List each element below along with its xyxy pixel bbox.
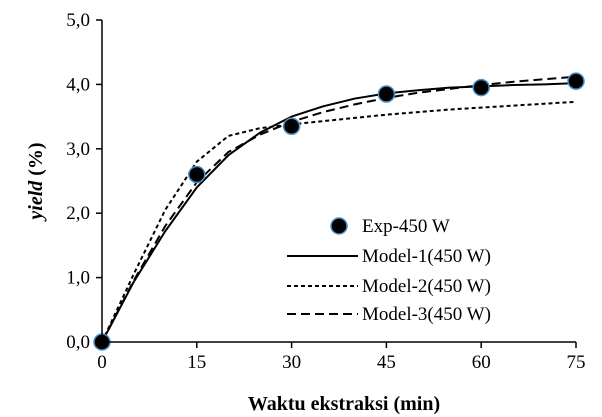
data-point bbox=[282, 117, 301, 136]
plot-markers bbox=[93, 72, 585, 351]
legend-label-4: Model-3(450 W) bbox=[362, 304, 491, 325]
data-point bbox=[188, 165, 206, 184]
series-line-4 bbox=[101, 75, 577, 343]
legend-label-3: Model-2(450 W) bbox=[362, 276, 491, 297]
y-tick-label: 2,0 bbox=[66, 203, 90, 224]
y-tick-label: 5,0 bbox=[66, 10, 90, 31]
y-tick-label: 1,0 bbox=[66, 268, 90, 289]
y-axis-title: yield (%) bbox=[25, 142, 47, 221]
x-tick-label: 0 bbox=[97, 352, 107, 373]
y-tick-label: 0,0 bbox=[66, 332, 90, 353]
axes bbox=[101, 20, 576, 343]
legend-marker-exp bbox=[330, 217, 348, 235]
plot-lines bbox=[101, 75, 577, 343]
x-tick-label: 30 bbox=[282, 352, 301, 373]
y-axis-title-italic: yield bbox=[25, 180, 47, 222]
x-tick-label: 60 bbox=[472, 352, 491, 373]
data-point bbox=[472, 78, 490, 97]
data-point bbox=[567, 72, 585, 90]
legend-label-1: Exp-450 W bbox=[362, 216, 450, 237]
ticks: 0,0 1,0 2,0 3,0 4,0 5,0 0 15 30 45 60 75 bbox=[66, 10, 585, 373]
series-line-3 bbox=[101, 100, 577, 343]
data-point bbox=[377, 85, 396, 103]
x-axis-title: Waktu ekstraksi (min) bbox=[248, 393, 440, 415]
y-tick-label: 4,0 bbox=[66, 74, 90, 95]
x-tick-label: 15 bbox=[187, 352, 206, 373]
legend: Exp-450 W Model-1(450 W) Model-2(450 W) Mod… bbox=[287, 216, 491, 325]
y-axis-title-unit: (%) bbox=[25, 142, 47, 180]
series-line-2 bbox=[101, 82, 577, 343]
legend-label-2: Model-1(450 W) bbox=[362, 246, 491, 267]
x-tick-label: 45 bbox=[377, 352, 396, 373]
x-tick-label: 75 bbox=[567, 352, 586, 373]
y-tick-label: 3,0 bbox=[66, 139, 90, 160]
